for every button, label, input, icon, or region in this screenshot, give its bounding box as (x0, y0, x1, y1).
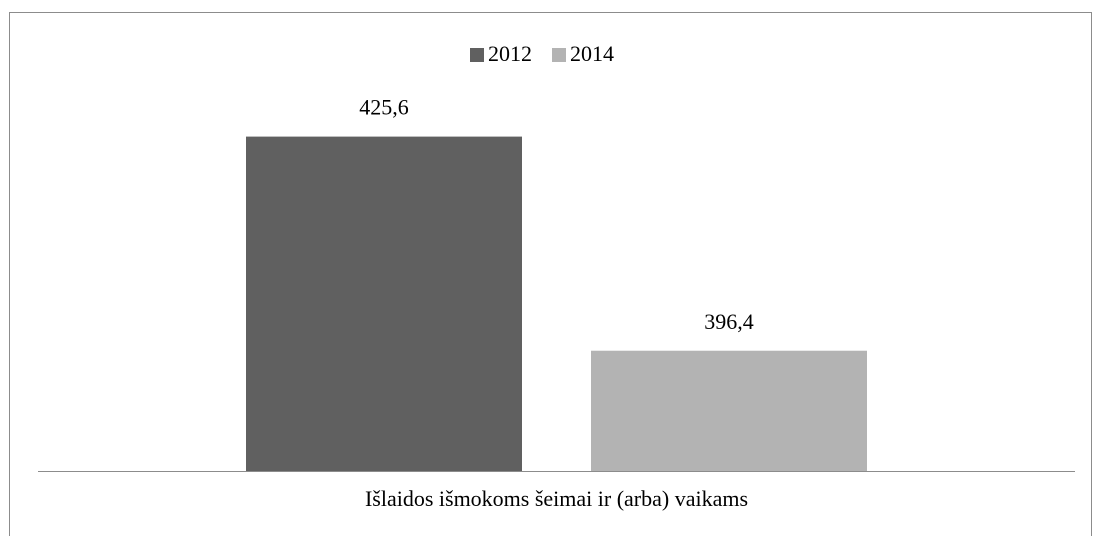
bar (591, 350, 867, 471)
legend-label: 2014 (570, 41, 614, 66)
data-label: 425,6 (359, 95, 409, 120)
bar (246, 136, 522, 471)
chart-frame (9, 12, 1092, 536)
legend-label: 2012 (488, 41, 532, 66)
data-label: 396,4 (704, 309, 754, 334)
legend-swatch (470, 48, 484, 62)
legend-swatch (552, 48, 566, 62)
x-tick-label: Išlaidos išmokoms šeimai ir (arba) vaika… (365, 486, 748, 511)
